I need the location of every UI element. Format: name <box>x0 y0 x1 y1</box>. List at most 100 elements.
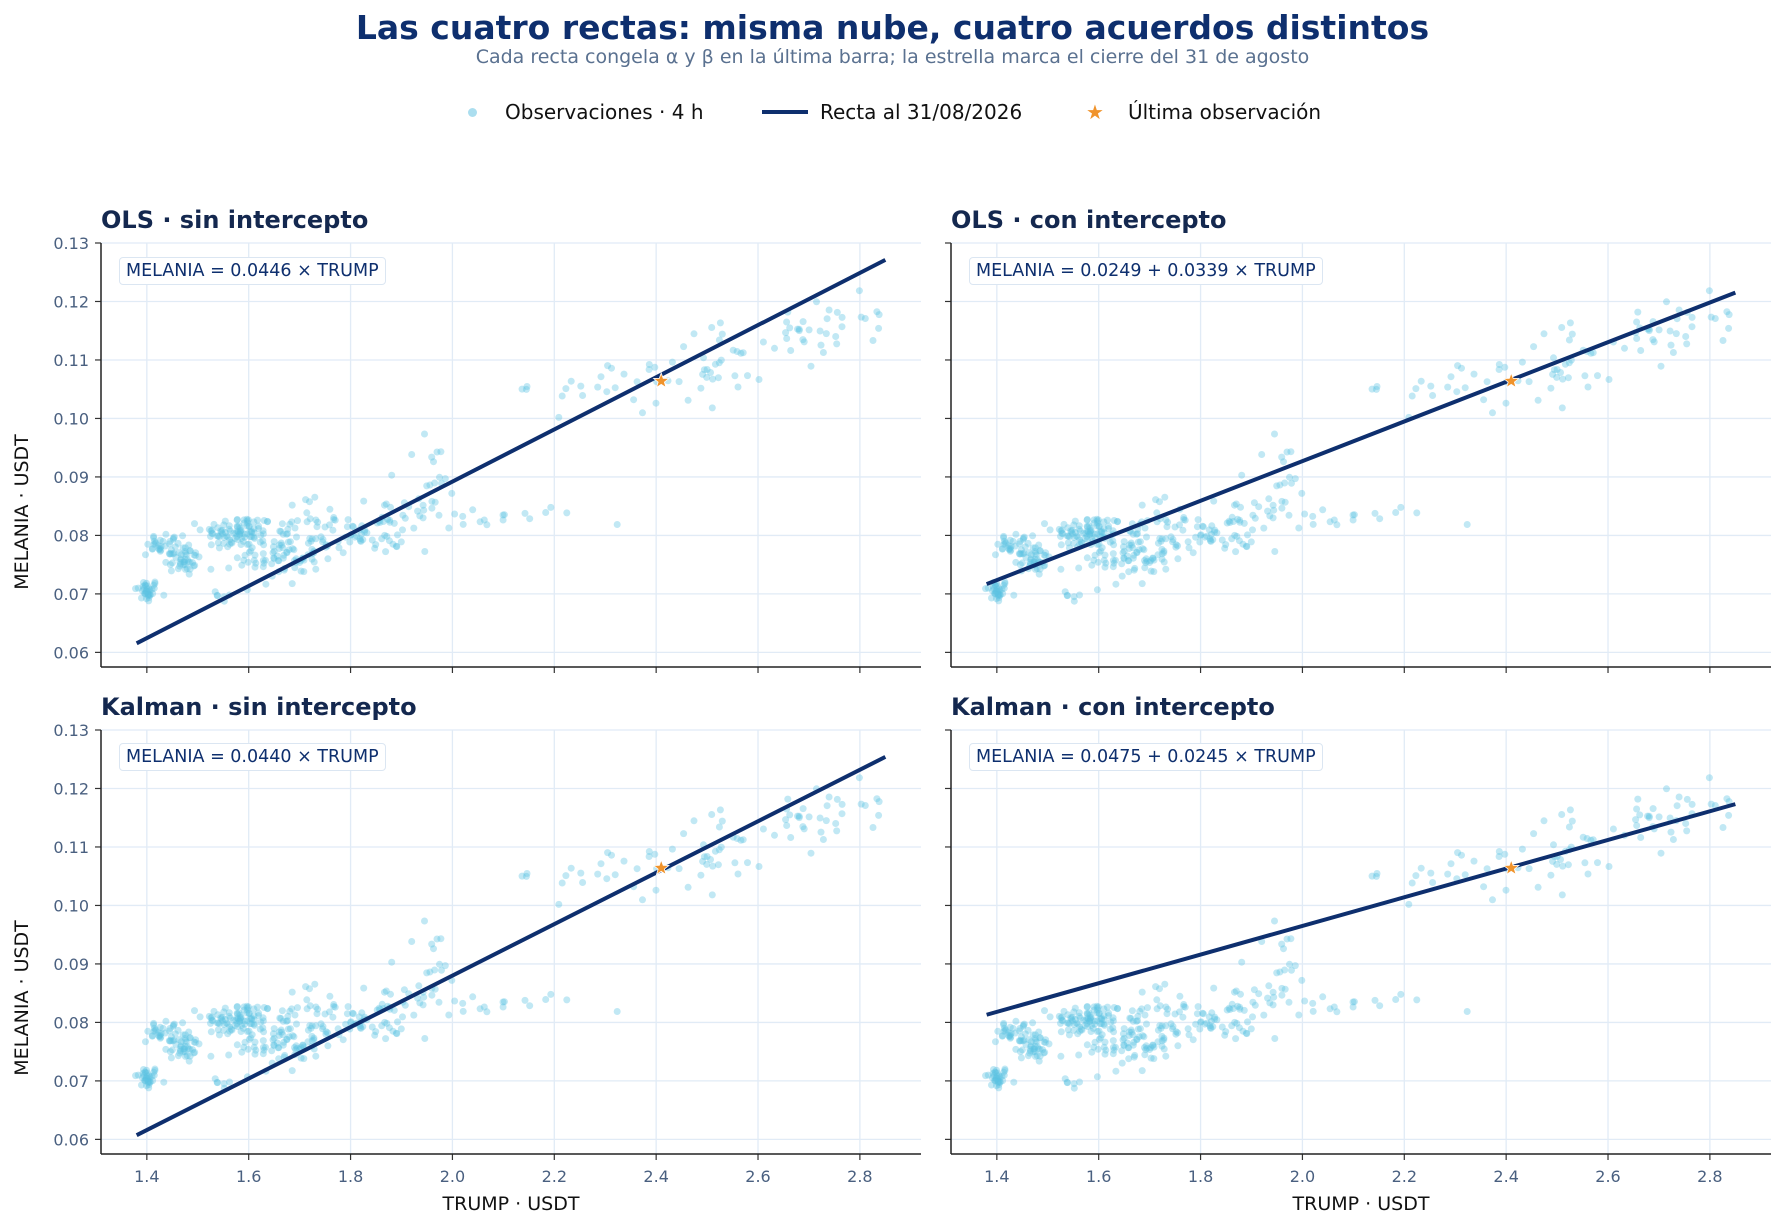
scatter-point <box>181 547 189 555</box>
fit-line <box>985 290 1737 586</box>
scatter-point <box>1032 1038 1040 1046</box>
scatter-point <box>1078 1026 1086 1034</box>
scatter-point <box>290 546 298 554</box>
scatter-point <box>1231 531 1239 539</box>
scatter-point <box>419 514 427 522</box>
scatter-point <box>250 525 258 533</box>
scatter-point <box>1309 999 1317 1007</box>
scatter-point <box>144 1027 152 1035</box>
scatter-point <box>385 1024 393 1032</box>
scatter-point <box>1070 1020 1078 1028</box>
scatter-point <box>459 999 467 1007</box>
scatter-point <box>278 541 286 549</box>
scatter-point <box>195 1040 203 1048</box>
scatter-point <box>248 533 256 541</box>
scatter-point <box>179 1019 187 1027</box>
scatter-point <box>437 448 445 456</box>
scatter-point <box>397 1025 405 1033</box>
scatter-point <box>1124 1044 1132 1052</box>
scatter-point <box>1234 515 1242 523</box>
scatter-point <box>156 1023 164 1031</box>
scatter-point <box>166 550 174 558</box>
scatter-point <box>1095 1027 1103 1035</box>
scatter-point <box>1136 1007 1144 1015</box>
scatter-point <box>1162 535 1170 543</box>
scatter-point <box>1000 534 1008 542</box>
scatter-point <box>236 530 244 538</box>
scatter-point <box>151 540 159 547</box>
scatter-point <box>224 1030 232 1038</box>
scatter-point <box>1005 1033 1013 1040</box>
scatter-point <box>284 538 292 546</box>
scatter-point <box>1066 1020 1073 1028</box>
scatter-point <box>1138 1005 1146 1013</box>
scatter-point <box>335 544 343 552</box>
scatter-point <box>1139 1032 1147 1040</box>
scatter-point <box>1080 1016 1088 1024</box>
scatter-point <box>1326 1005 1334 1013</box>
scatter-point <box>144 540 152 548</box>
scatter-point <box>191 1048 199 1056</box>
scatter-point <box>159 537 167 545</box>
scatter-point <box>1026 558 1034 566</box>
scatter-point <box>281 1051 289 1059</box>
scatter-point <box>1006 544 1014 552</box>
scatter-point <box>1146 1046 1154 1053</box>
scatter-point <box>1172 1030 1180 1038</box>
scatter-point <box>214 524 222 532</box>
scatter-point <box>138 594 145 602</box>
scatter-point <box>259 550 267 558</box>
scatter-point <box>1119 543 1127 551</box>
scatter-point <box>675 865 683 873</box>
scatter-point <box>1725 811 1733 819</box>
scatter-point <box>293 533 300 541</box>
scatter-point <box>269 543 277 551</box>
scatter-point <box>1707 800 1715 808</box>
scatter-point <box>1033 556 1041 563</box>
scatter-point <box>166 561 174 569</box>
line-icon <box>762 110 808 114</box>
scatter-point <box>270 1034 278 1042</box>
scatter-point <box>759 825 767 833</box>
scatter-point <box>175 1036 183 1044</box>
scatter-point <box>183 1043 191 1050</box>
scatter-point <box>1169 1025 1176 1033</box>
scatter-point <box>436 960 443 968</box>
scatter-point <box>169 550 177 558</box>
scatter-point <box>988 1074 996 1082</box>
scatter-point <box>1068 526 1076 534</box>
scatter-point <box>339 549 347 557</box>
scatter-point <box>1134 1012 1142 1020</box>
scatter-point <box>1124 557 1132 565</box>
scatter-point <box>150 1068 158 1076</box>
scatter-point <box>1645 812 1653 820</box>
scatter-point <box>991 590 999 598</box>
scatter-point <box>304 1026 312 1034</box>
scatter-point <box>357 530 365 538</box>
scatter-point <box>1558 811 1566 818</box>
scatter-point <box>1199 523 1207 531</box>
scatter-point <box>1027 1042 1035 1050</box>
scatter-point <box>800 338 808 346</box>
chart-subtitle: Cada recta congela α y β en la última ba… <box>475 46 1310 68</box>
scatter-point <box>794 812 802 820</box>
scatter-point <box>1412 385 1420 393</box>
scatter-point <box>838 810 846 818</box>
scatter-point <box>1147 1044 1155 1052</box>
scatter-point <box>1070 597 1078 605</box>
scatter-point <box>833 340 841 348</box>
scatter-point <box>1518 845 1526 853</box>
scatter-point <box>1146 559 1154 566</box>
scatter-point <box>1070 1084 1078 1092</box>
scatter-point <box>1129 554 1137 562</box>
scatter-point <box>1083 516 1091 524</box>
scatter-point <box>1301 510 1309 518</box>
scatter-point <box>1090 1003 1098 1011</box>
scatter-point <box>989 1069 997 1077</box>
scatter-point <box>207 1028 215 1036</box>
scatter-point <box>314 518 322 526</box>
scatter-point <box>139 1069 147 1077</box>
scatter-point <box>1266 999 1274 1007</box>
scatter-point <box>1112 556 1119 564</box>
scatter-point <box>268 1047 276 1055</box>
